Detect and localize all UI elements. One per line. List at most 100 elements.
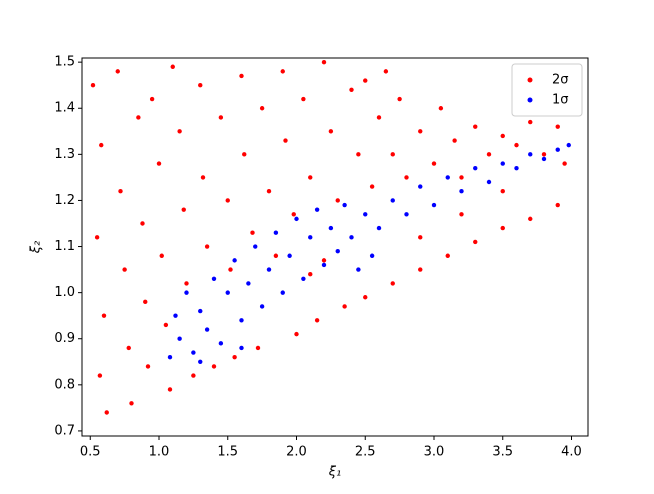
axes-frame [81,57,589,437]
point [184,281,189,286]
point [198,359,203,364]
point [198,308,203,314]
point [266,189,272,194]
point [376,225,382,231]
point [555,147,560,152]
point [452,138,457,143]
point [273,253,279,258]
point [246,281,251,286]
point [459,175,464,180]
point [383,69,389,74]
point [369,253,375,258]
point [369,184,375,189]
point [418,184,423,189]
point [122,267,127,272]
point [211,276,217,282]
point [280,69,285,74]
point [528,119,533,125]
point [390,152,395,157]
point [418,129,423,134]
x-tick-label: 2.0 [286,445,307,460]
point [273,230,279,235]
point [177,129,182,134]
x-tick-label: 2.5 [355,445,376,460]
point [335,198,340,203]
point [232,354,237,360]
point [445,175,450,180]
point [445,253,450,258]
point [191,373,196,378]
point [356,152,361,157]
point [149,96,155,102]
point [283,138,288,143]
point [99,142,104,148]
point [500,161,505,166]
point [514,142,519,148]
point [126,345,131,351]
point [486,152,492,157]
point [328,225,334,231]
point [140,221,145,226]
point [228,267,233,272]
point [390,281,395,286]
point [314,318,320,323]
point [294,331,299,337]
point [541,156,547,162]
x-tick-label: 1.0 [149,445,170,460]
point [500,133,505,139]
x-tick-label: 0.5 [80,445,101,460]
point [259,304,265,309]
legend-label: 2σ [552,73,569,88]
point [232,258,237,263]
legend-marker [527,77,533,83]
point [349,235,354,240]
point [184,290,189,295]
point [566,142,571,148]
point [404,212,409,217]
point [143,299,148,305]
point [390,198,395,203]
point [514,165,519,171]
point [94,235,100,240]
point [418,235,423,240]
point [342,202,347,208]
point [356,267,361,272]
legend-marker [527,97,533,103]
point [200,175,206,180]
point [294,216,299,222]
y-tick-label: 0.7 [54,423,75,438]
point [308,271,313,277]
plot-area [82,58,588,436]
point [211,364,217,369]
point [266,267,272,272]
y-tick-label: 1.0 [54,285,75,300]
point [242,152,247,157]
point [335,248,340,254]
point [404,175,409,180]
point [321,258,327,263]
y-tick-label: 1.2 [54,193,75,208]
point [541,152,547,157]
point [115,69,120,74]
point [129,401,134,406]
x-axis-label: ξ₁ [328,465,341,480]
point [156,161,162,166]
y-tick-label: 1.3 [54,147,75,162]
point [239,73,244,79]
point [173,313,178,318]
point [97,373,103,378]
point [528,152,533,157]
point [253,244,258,249]
point [363,78,368,83]
y-tick-label: 0.8 [54,377,75,392]
point [291,212,296,217]
point [486,179,492,185]
point [459,189,464,194]
point [528,216,533,222]
point [376,115,382,120]
point [562,161,567,166]
point [90,82,96,88]
point [239,318,244,323]
point [259,106,265,111]
point [308,175,313,180]
